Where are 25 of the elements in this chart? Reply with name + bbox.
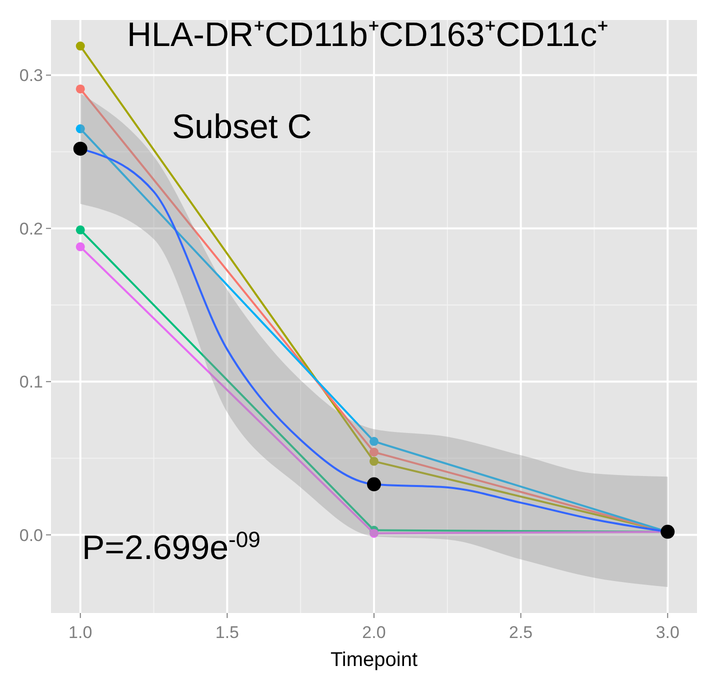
point xyxy=(370,528,378,538)
x-tick-label: 2.5 xyxy=(509,623,533,642)
point xyxy=(76,42,85,51)
point xyxy=(367,477,381,492)
point xyxy=(76,242,85,252)
y-tick-label: 0.2 xyxy=(19,219,43,238)
x-axis-title: Timepoint xyxy=(330,649,418,671)
point xyxy=(370,456,378,466)
annotation: HLA-DR⁺CD11b⁺CD163⁺CD11c⁺ xyxy=(127,16,608,54)
x-tick-label: 1.5 xyxy=(215,623,239,642)
annotation: P=2.699e$^{-09}$ xyxy=(82,526,260,567)
x-tick-label: 1.0 xyxy=(68,623,92,642)
point xyxy=(660,524,675,539)
point xyxy=(73,142,88,156)
annotation: Subset C xyxy=(172,108,312,146)
point xyxy=(370,436,378,446)
point xyxy=(76,84,85,94)
point xyxy=(76,225,85,234)
y-tick-label: 0.1 xyxy=(19,372,43,392)
y-tick-label: 0.3 xyxy=(19,66,43,86)
y-tick-label: 0.0 xyxy=(19,526,43,545)
x-tick-label: 2.0 xyxy=(362,623,386,642)
point xyxy=(370,448,378,457)
point xyxy=(76,124,85,134)
x-tick-label: 3.0 xyxy=(656,623,680,642)
